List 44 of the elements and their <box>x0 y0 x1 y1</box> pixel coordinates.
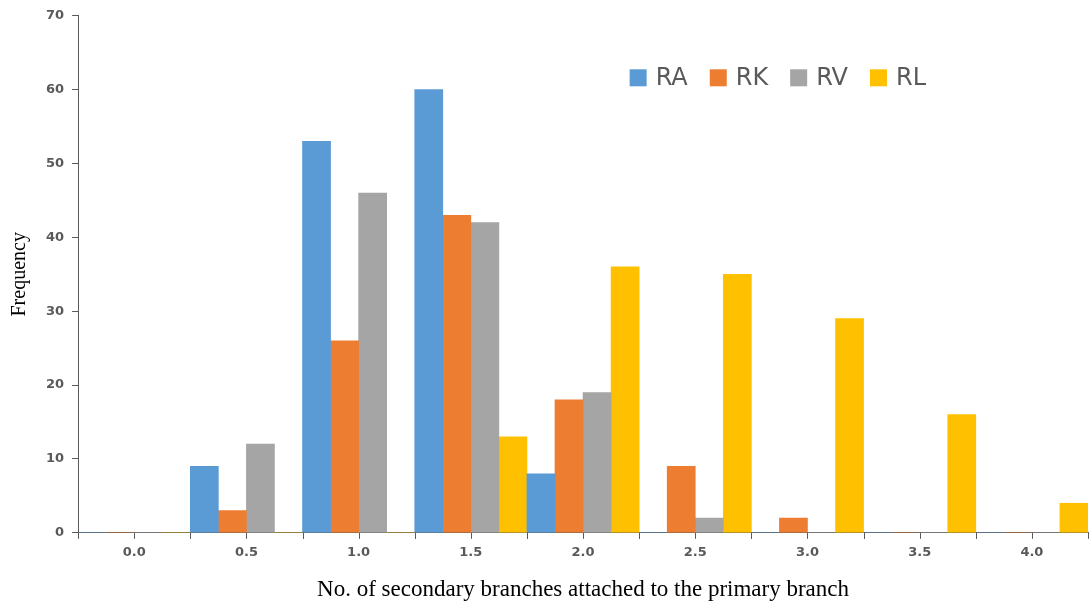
bar <box>582 392 612 533</box>
bar <box>498 436 528 533</box>
bar <box>246 443 275 533</box>
y-axis-title: Frequency <box>7 232 31 317</box>
y-tick-label: 40 <box>46 228 65 244</box>
bar <box>694 517 724 533</box>
x-tick-label: 0.0 <box>122 543 146 559</box>
legend-label: RA <box>655 63 689 92</box>
bar <box>442 214 472 533</box>
x-tick-label: 2.5 <box>683 543 707 559</box>
bar <box>610 266 640 533</box>
legend-label: RL <box>895 63 927 92</box>
x-axis-title: No. of secondary branches attached to the primary branch <box>317 576 850 602</box>
bar <box>554 399 584 533</box>
x-tick-label: 0.5 <box>234 543 258 559</box>
legend-label: RV <box>816 63 849 92</box>
y-tick-label: 30 <box>46 302 65 318</box>
y-tick-label: 10 <box>46 450 65 466</box>
bar <box>835 318 864 533</box>
y-tick-label: 0 <box>55 524 65 540</box>
bar <box>1059 502 1088 533</box>
y-tick-label: 50 <box>46 154 65 170</box>
x-tick-label: 2.0 <box>571 543 595 559</box>
bar <box>779 517 808 533</box>
bar <box>189 466 219 533</box>
bar <box>330 340 359 533</box>
bar <box>947 414 977 533</box>
x-tick-label: 1.5 <box>459 543 483 559</box>
bar <box>218 510 247 533</box>
x-tick-label: 4.0 <box>1020 543 1044 559</box>
y-tick-label: 70 <box>46 7 65 23</box>
bar <box>666 466 696 533</box>
y-tick-label: 20 <box>46 376 65 392</box>
legend-label: RK <box>735 63 770 92</box>
x-tick-label: 1.0 <box>347 543 371 559</box>
bar <box>470 222 500 533</box>
bar <box>526 473 556 533</box>
bar <box>414 89 444 533</box>
x-tick-label: 3.0 <box>795 543 819 559</box>
bar <box>302 141 331 533</box>
y-tick-label: 60 <box>46 81 65 97</box>
bar <box>722 273 752 533</box>
bar <box>358 192 387 533</box>
x-tick-label: 3.5 <box>908 543 932 559</box>
